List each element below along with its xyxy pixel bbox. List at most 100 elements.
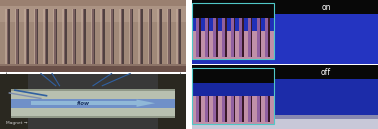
Bar — [192, 115, 378, 119]
Bar — [239, 96, 242, 122]
Text: flow: flow — [76, 101, 90, 106]
Bar — [225, 18, 226, 57]
Bar — [151, 9, 152, 64]
Bar — [205, 96, 208, 122]
Bar — [251, 96, 253, 122]
Bar — [11, 116, 175, 118]
Text: off: off — [321, 68, 331, 77]
Bar — [138, 9, 140, 64]
Bar — [242, 18, 244, 57]
Bar — [192, 3, 274, 59]
Bar — [222, 96, 225, 122]
Bar — [160, 9, 161, 64]
Bar — [43, 9, 45, 64]
Bar — [192, 65, 378, 79]
Bar — [72, 9, 73, 64]
Bar — [265, 96, 268, 122]
Bar — [101, 9, 102, 64]
Bar — [257, 18, 260, 57]
Bar — [8, 9, 9, 64]
Bar — [167, 9, 168, 64]
Bar — [0, 0, 186, 72]
Bar — [192, 68, 274, 124]
Bar — [81, 9, 83, 64]
Bar — [242, 96, 244, 122]
Bar — [56, 9, 57, 64]
Bar — [251, 18, 253, 57]
Bar — [192, 3, 274, 18]
Bar — [25, 9, 26, 64]
Bar — [34, 9, 35, 64]
Text: Magnet →: Magnet → — [6, 121, 27, 126]
Bar — [26, 9, 27, 64]
Bar — [178, 9, 179, 64]
Bar — [0, 0, 186, 6]
Bar — [11, 89, 175, 118]
Polygon shape — [136, 99, 155, 107]
Bar — [192, 0, 378, 14]
Bar — [83, 9, 84, 64]
Bar — [216, 96, 218, 122]
Bar — [140, 9, 141, 64]
Bar — [268, 18, 270, 57]
Bar — [121, 9, 122, 64]
Bar — [192, 119, 378, 129]
Bar — [149, 9, 151, 64]
Bar — [170, 9, 171, 64]
Bar — [159, 9, 160, 64]
Bar — [0, 66, 186, 72]
Bar — [231, 96, 234, 122]
Bar — [192, 83, 274, 96]
Bar — [231, 18, 234, 57]
Bar — [94, 9, 95, 64]
Bar — [130, 9, 132, 64]
Bar — [0, 64, 186, 72]
Bar — [234, 18, 235, 57]
Bar — [11, 99, 175, 108]
Bar — [129, 9, 130, 64]
Bar — [110, 9, 111, 64]
Bar — [270, 14, 378, 64]
Bar — [199, 96, 201, 122]
Bar — [260, 96, 261, 122]
Bar — [168, 9, 170, 64]
Bar — [248, 18, 251, 57]
Bar — [64, 9, 65, 64]
Bar — [92, 9, 94, 64]
Bar — [208, 96, 209, 122]
Bar — [5, 9, 7, 64]
Bar — [192, 68, 274, 83]
Bar — [205, 18, 208, 57]
Bar — [208, 18, 209, 57]
Bar — [196, 96, 199, 122]
Bar — [65, 9, 67, 64]
Bar — [119, 9, 121, 64]
Bar — [75, 9, 76, 64]
Bar — [91, 9, 92, 64]
Bar — [158, 74, 186, 129]
Bar — [192, 79, 378, 129]
Bar — [45, 9, 46, 64]
Bar — [37, 9, 38, 64]
Bar — [132, 9, 133, 64]
Bar — [7, 9, 8, 64]
Bar — [0, 0, 186, 22]
Bar — [192, 3, 274, 59]
Bar — [177, 9, 178, 64]
Bar — [62, 9, 64, 64]
Bar — [248, 96, 251, 122]
Bar — [214, 96, 216, 122]
Bar — [46, 9, 48, 64]
Bar — [196, 18, 199, 57]
Bar — [27, 9, 28, 64]
Bar — [158, 9, 159, 64]
Bar — [199, 18, 201, 57]
Bar — [179, 9, 181, 64]
Bar — [31, 101, 136, 105]
Bar — [214, 18, 216, 57]
Bar — [192, 18, 274, 31]
Bar — [260, 18, 261, 57]
Bar — [54, 9, 56, 64]
Bar — [84, 9, 85, 64]
Bar — [0, 74, 186, 129]
